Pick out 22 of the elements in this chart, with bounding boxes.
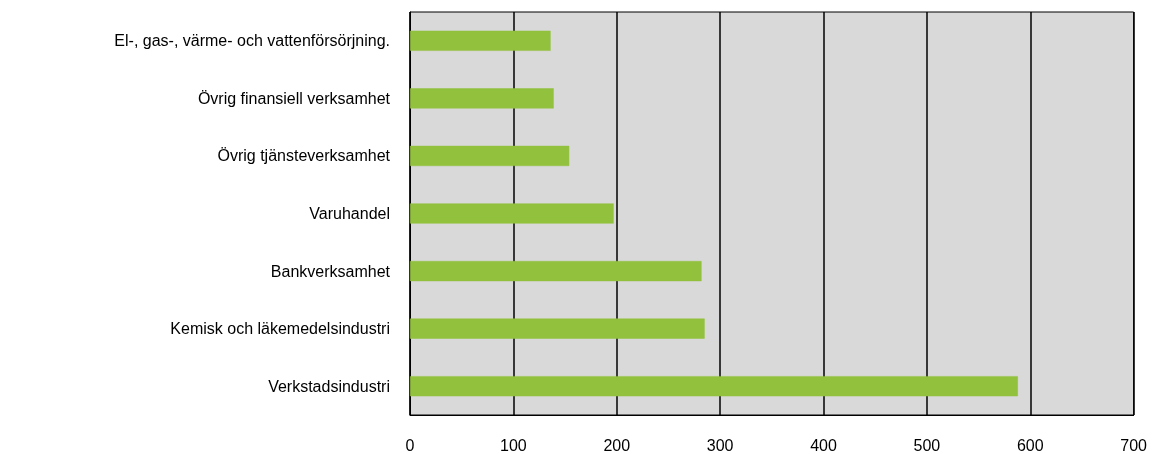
x-tick-label: 500 (913, 436, 941, 454)
y-tick-label: Övrig finansiell verksamhet (197, 89, 391, 107)
y-tick-label: Bankverksamhet (270, 262, 391, 280)
bar (410, 88, 554, 109)
y-tick-label: Övrig tjänsteverksamhet (217, 147, 391, 165)
y-tick-label: El-, gas-, värme- och vattenförsörjning. (114, 32, 390, 50)
bar (410, 318, 705, 339)
bar (410, 145, 570, 166)
y-tick-label: Kemisk och läkemedelsindustri (170, 320, 390, 338)
x-tick-label: 400 (810, 436, 837, 454)
x-tick-label: 200 (603, 436, 631, 454)
bar (410, 30, 551, 51)
y-tick-label: Varuhandel (309, 205, 390, 222)
x-tick-label: 300 (706, 436, 734, 454)
x-tick-label: 600 (1016, 436, 1044, 454)
x-tick-label: 100 (500, 436, 527, 454)
x-tick-label: 0 (405, 436, 415, 454)
bar (410, 261, 702, 282)
bar (410, 203, 614, 224)
bar (410, 376, 1018, 397)
y-tick-label: Verkstadsindustri (268, 377, 390, 395)
x-tick-label: 700 (1120, 436, 1148, 454)
